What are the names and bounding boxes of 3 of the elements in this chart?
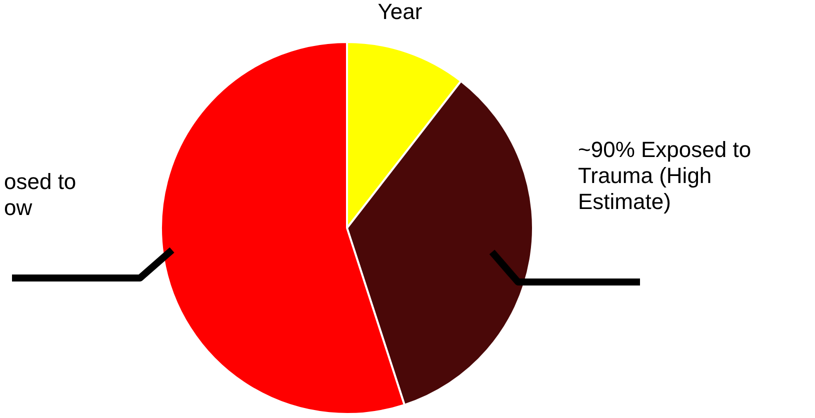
- slice-label: Year: [378, 0, 422, 24]
- slice-label: osed to ow: [4, 169, 76, 220]
- slice-label: ~90% Exposed to Trauma (High Estimate): [578, 137, 752, 214]
